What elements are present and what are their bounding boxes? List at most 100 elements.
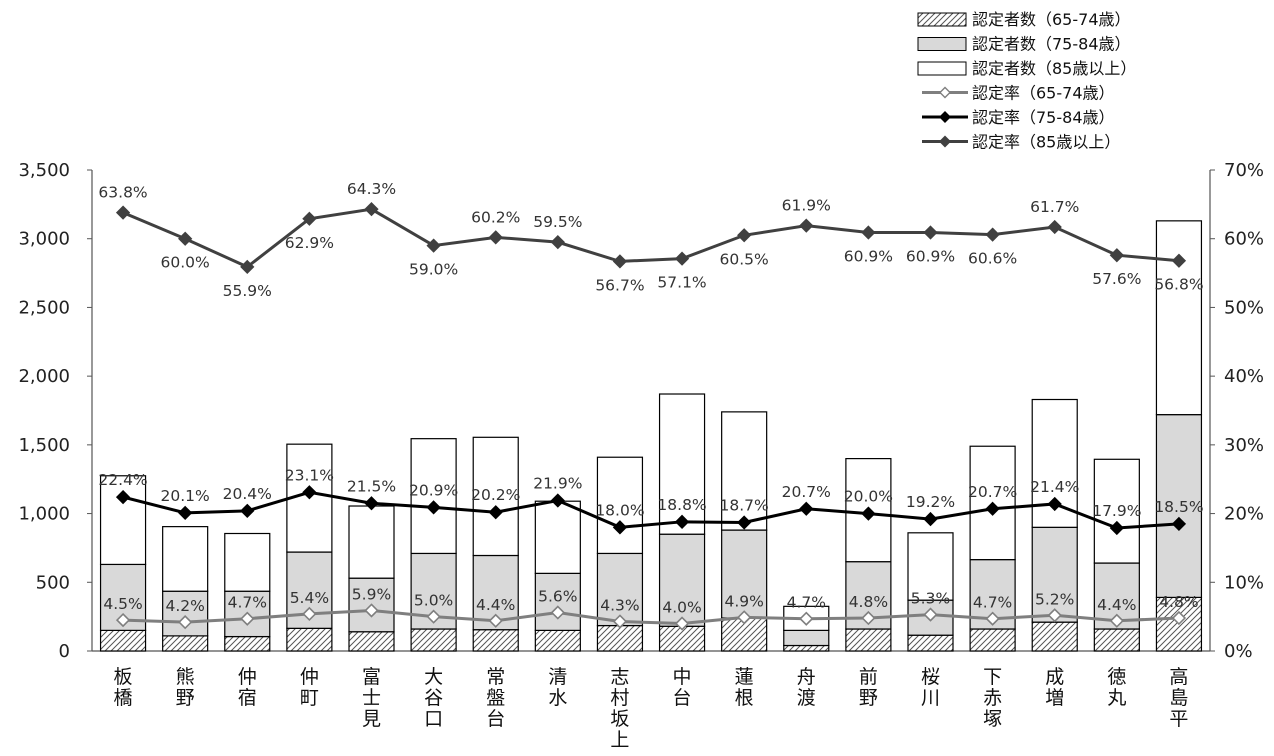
bar-segment [969, 628, 1016, 652]
series-marker [674, 514, 690, 529]
series-marker [1171, 516, 1187, 532]
right-tick-label: 20% [1224, 504, 1264, 525]
series-marker [612, 614, 628, 629]
series-marker [1109, 613, 1124, 628]
bar-segment [845, 628, 892, 652]
bar-segment [658, 533, 706, 627]
series-line [122, 207, 1180, 269]
category-label: 根 [735, 687, 754, 709]
category-label: 徳 [1107, 666, 1126, 688]
series-marker [985, 611, 1000, 626]
data-label: 20.9% [409, 481, 458, 499]
series-marker [178, 615, 193, 630]
data-label: 61.7% [1030, 198, 1079, 216]
series-marker [923, 511, 938, 527]
category-label: 平 [1169, 708, 1188, 730]
right-tick-label: 10% [1224, 572, 1264, 593]
category-label: 見 [362, 708, 381, 730]
series-marker [178, 231, 193, 246]
bar-segment [534, 572, 581, 631]
data-label: 60.6% [968, 250, 1017, 268]
category-label: 塚 [983, 708, 1002, 730]
bar-segment [596, 624, 644, 652]
category-label: 大 [424, 666, 443, 688]
bar-segment [410, 438, 457, 555]
series-marker [426, 500, 441, 515]
bar-segment [348, 631, 395, 652]
data-label: 18.5% [1154, 498, 1203, 516]
bar-segment [1031, 526, 1078, 623]
series-marker [861, 225, 876, 240]
series-marker [550, 493, 565, 508]
series-marker [799, 218, 814, 233]
series-marker [364, 603, 379, 618]
category-label: 台 [673, 687, 692, 709]
bar-segment [99, 629, 147, 652]
series-marker [115, 489, 131, 505]
series-marker [550, 605, 565, 620]
data-label: 18.7% [720, 497, 769, 515]
left-tick-label: 500 [36, 572, 70, 593]
data-label: 17.9% [1092, 502, 1141, 520]
series-marker [302, 606, 317, 622]
bar-segment [162, 526, 209, 592]
series-marker [861, 610, 876, 626]
series-marker [923, 225, 938, 240]
series-marker [985, 227, 1000, 242]
bar-segment [472, 436, 519, 557]
bar-segment [534, 629, 581, 652]
data-label: 4.4% [1097, 596, 1136, 614]
data-label: 4.3% [600, 596, 639, 614]
data-label: 20.1% [161, 487, 210, 505]
category-label: 上 [610, 729, 629, 751]
right-tick-label: 70% [1224, 160, 1264, 181]
right-tick-label: 0% [1224, 641, 1253, 662]
category-label: 谷 [424, 687, 443, 709]
series-marker [488, 613, 503, 628]
series-marker [426, 238, 441, 253]
data-label: 20.7% [968, 483, 1017, 501]
data-label: 20.7% [782, 483, 831, 501]
category-label: 坂 [610, 708, 629, 730]
data-label: 56.7% [595, 276, 644, 294]
category-label: 村 [610, 687, 629, 709]
data-label: 61.9% [782, 197, 831, 215]
category-label: 清 [548, 666, 567, 688]
legend-label: 認定者数（65-74歳） [972, 10, 1131, 29]
category-label: 町 [300, 687, 319, 709]
bar-segment [410, 628, 457, 652]
category-label: 志 [610, 666, 629, 688]
bar-segment [783, 629, 830, 647]
data-label: 4.5% [103, 595, 142, 613]
legend-label: 認定率（75-84歳） [972, 108, 1115, 127]
category-label: 常 [486, 666, 505, 688]
category-label: 桜 [921, 666, 940, 688]
data-label: 59.0% [409, 261, 458, 279]
category-label: 蓮 [735, 666, 754, 688]
data-label: 55.9% [223, 282, 272, 300]
legend-swatch [917, 12, 967, 27]
category-label: 野 [859, 687, 878, 709]
series-marker [115, 205, 131, 220]
data-label: 5.0% [414, 592, 453, 610]
right-tick-label: 50% [1224, 297, 1264, 318]
data-label: 5.2% [1035, 590, 1074, 608]
data-label: 21.4% [1030, 478, 1079, 496]
bar-segment [907, 532, 954, 601]
series-marker [1047, 219, 1062, 235]
data-label: 5.4% [290, 589, 329, 607]
bar-segment [721, 529, 768, 619]
category-label: 盤 [486, 687, 505, 709]
data-label: 60.2% [471, 208, 520, 226]
series-marker [674, 251, 690, 266]
series-marker [1109, 248, 1124, 263]
bar-segment [286, 627, 333, 652]
series-marker [302, 485, 317, 500]
series-marker [1171, 610, 1187, 626]
category-label: 増 [1045, 687, 1064, 709]
category-label: 渡 [797, 687, 816, 709]
category-label: 成 [1045, 666, 1064, 688]
left-tick-label: 3,500 [18, 160, 70, 181]
data-label: 18.0% [595, 501, 644, 519]
bar-segment [534, 500, 581, 574]
